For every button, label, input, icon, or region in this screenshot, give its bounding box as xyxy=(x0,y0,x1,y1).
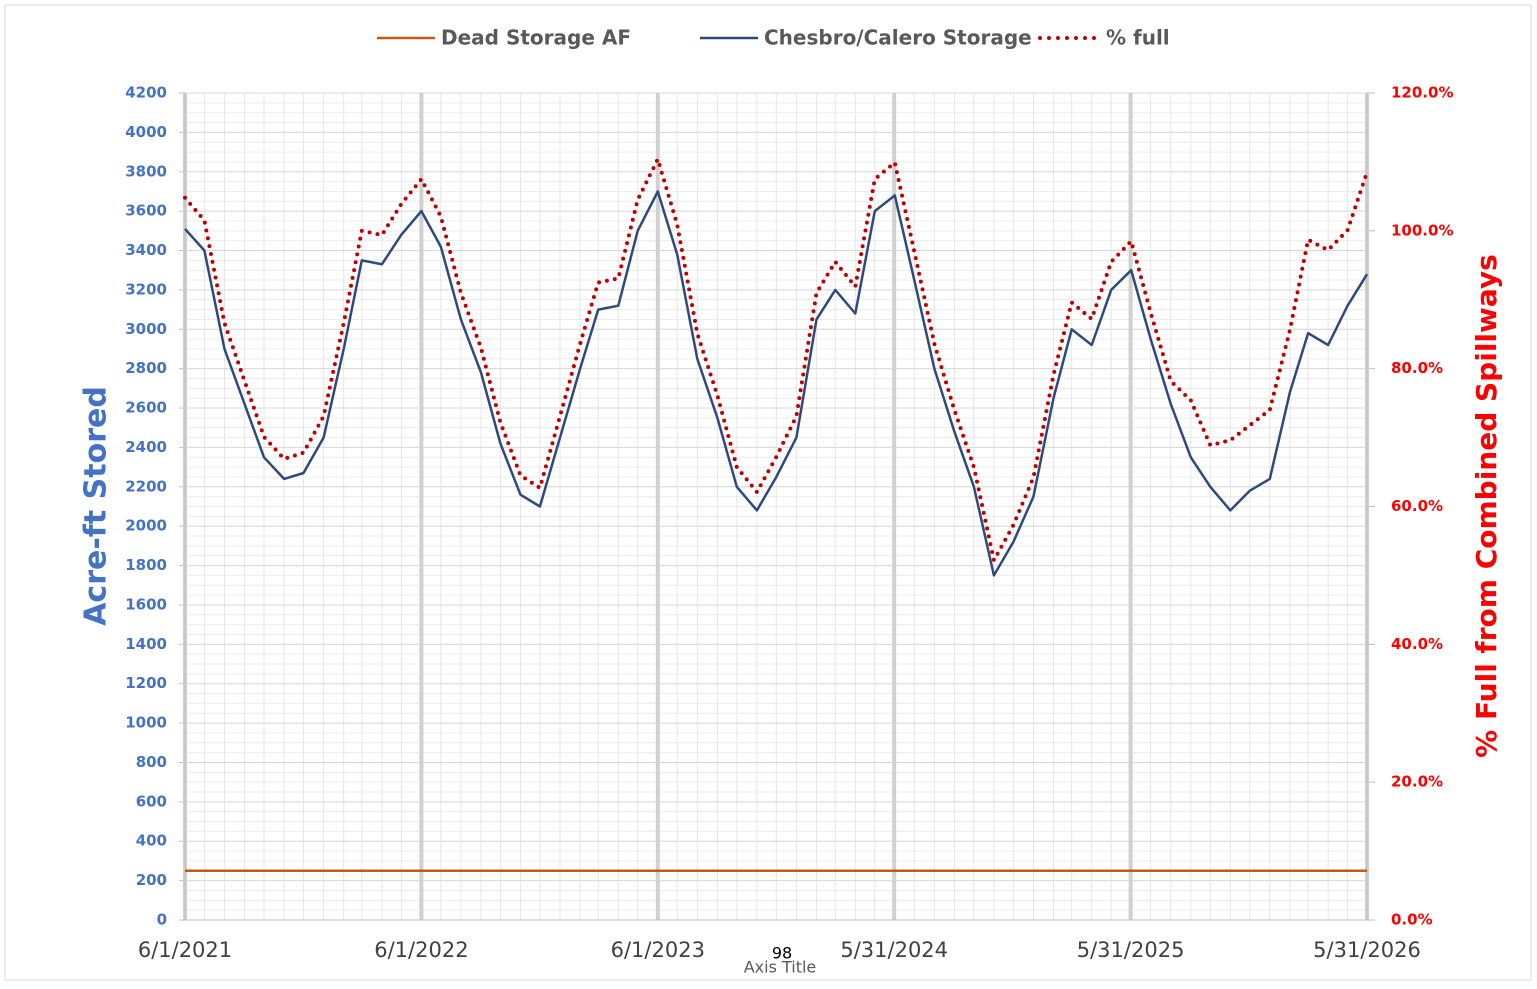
x-axis-label: Axis Title xyxy=(744,958,817,977)
x-tick-label: 5/31/2025 xyxy=(1077,938,1185,962)
series-line xyxy=(183,157,1369,563)
x-tick-label: 5/31/2026 xyxy=(1313,938,1421,962)
y-tick-label: 1800 xyxy=(125,556,167,574)
y-tick-label: 1000 xyxy=(125,714,167,732)
y2-axis-label: % Full from Combined Spillways xyxy=(1470,254,1503,758)
y-tick-label: 2600 xyxy=(125,399,167,417)
x-tick-label: 6/1/2022 xyxy=(374,938,468,962)
y2-tick-label: 120.0% xyxy=(1391,84,1453,102)
y-tick-label: 2800 xyxy=(125,359,167,377)
y-tick-label: 400 xyxy=(136,832,167,850)
y-tick-label: 2400 xyxy=(125,438,167,456)
y-tick-label: 800 xyxy=(136,753,167,771)
y-tick-label: 4000 xyxy=(125,123,167,141)
y-tick-label: 1400 xyxy=(125,635,167,653)
y-tick-label: 0 xyxy=(157,911,167,929)
y-tick-label: 4200 xyxy=(125,84,167,102)
page-number: 98 xyxy=(772,944,792,963)
x-tick-label: 6/1/2023 xyxy=(611,938,705,962)
x-tick-label: 6/1/2021 xyxy=(138,938,232,962)
y-axis-label: Acre-ft Stored xyxy=(79,386,114,626)
y2-tick-label: 40.0% xyxy=(1391,635,1443,653)
y-tick-label: 600 xyxy=(136,792,167,810)
y-tick-label: 1200 xyxy=(125,674,167,692)
y2-tick-label: 0.0% xyxy=(1391,911,1433,929)
y2-tick-label: 100.0% xyxy=(1391,221,1453,239)
y2-tick-label: 80.0% xyxy=(1391,359,1443,377)
y-tick-label: 3200 xyxy=(125,280,167,298)
y-tick-label: 1600 xyxy=(125,595,167,613)
series-line xyxy=(184,190,1369,577)
y2-tick-label: 20.0% xyxy=(1391,773,1443,791)
y-tick-label: 200 xyxy=(136,871,167,889)
y-tick-label: 3400 xyxy=(125,241,167,259)
y-tick-label: 2200 xyxy=(125,477,167,495)
y-tick-label: 3800 xyxy=(125,162,167,180)
y-tick-label: 3600 xyxy=(125,202,167,220)
x-tick-label: 5/31/2024 xyxy=(840,938,948,962)
y-tick-label: 3000 xyxy=(125,320,167,338)
legend-label: Dead Storage AF xyxy=(441,26,631,50)
y2-tick-label: 60.0% xyxy=(1391,497,1443,515)
y-tick-label: 2000 xyxy=(125,517,167,535)
legend-label: Chesbro/Calero Storage xyxy=(764,26,1032,50)
legend-label: % full xyxy=(1106,26,1170,50)
